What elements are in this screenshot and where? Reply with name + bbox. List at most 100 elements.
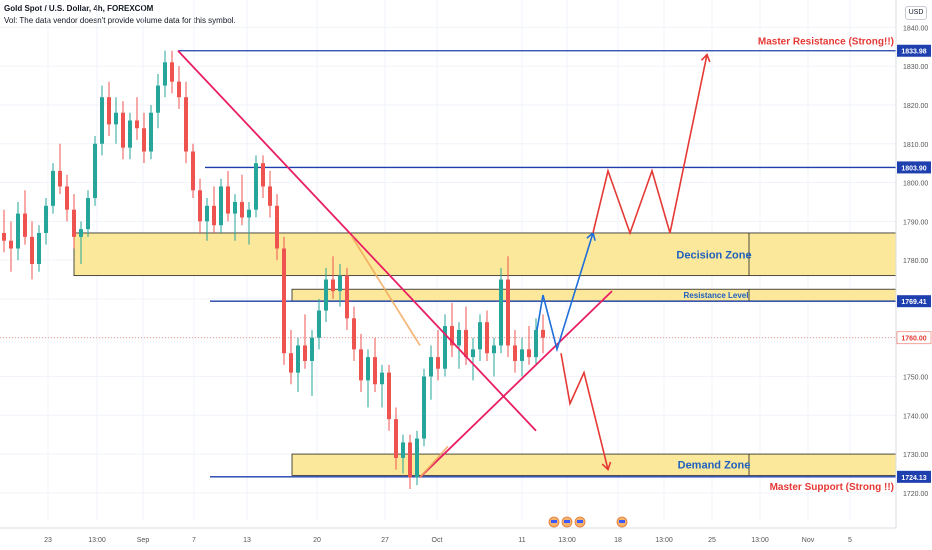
candle-body <box>9 240 13 249</box>
candle-body <box>142 128 146 152</box>
event-flag-stripe <box>564 520 570 523</box>
x-tick-label: 5 <box>848 537 852 544</box>
candle-body <box>240 201 244 218</box>
candle-body <box>44 205 48 233</box>
candles-layer <box>2 50 545 489</box>
y-tick-label: 1750.00 <box>903 374 928 381</box>
blue-projection-path <box>536 232 594 353</box>
candle-body <box>352 318 356 350</box>
x-tick-label: 18 <box>614 537 622 544</box>
blue-arrowhead <box>586 231 596 241</box>
candle-body <box>114 112 118 125</box>
candle-body <box>289 353 293 373</box>
candle-body <box>422 376 426 439</box>
candle-body <box>233 201 237 214</box>
y-tick-label: 1740.00 <box>903 413 928 420</box>
price-label-bg <box>896 331 932 345</box>
candle-body <box>478 322 482 350</box>
decision-zone-box <box>73 232 897 277</box>
candle-body <box>401 442 405 458</box>
currency-badge[interactable]: USD <box>905 6 927 20</box>
y-tick-label: 1830.00 <box>903 64 928 71</box>
candle-body <box>471 349 475 358</box>
demand-zone-label: Demand Zone <box>678 460 751 472</box>
candle-body <box>541 329 545 338</box>
x-tick-label: Oct <box>432 537 443 544</box>
candle-body <box>170 62 174 82</box>
candle-body <box>359 349 363 381</box>
candle-body <box>191 151 195 191</box>
y-tick-label: 1780.00 <box>903 258 928 265</box>
candle-body <box>282 248 286 354</box>
candle-body <box>198 190 202 222</box>
red-bear-projection-path <box>560 353 609 470</box>
candle-body <box>492 345 496 354</box>
decision-zone-label: Decision Zone <box>676 249 751 261</box>
candle-body <box>58 170 62 187</box>
drawings-layer <box>177 50 711 478</box>
x-tick-label: 13 <box>243 537 251 544</box>
candle-body <box>464 329 468 358</box>
ascending-trendline <box>419 290 613 478</box>
candle-body <box>16 213 20 249</box>
x-tick-label: 27 <box>381 537 389 544</box>
y-tick-label: 1720.00 <box>903 491 928 498</box>
candle-body <box>338 275 342 292</box>
price-label: 1760.00 <box>901 336 926 343</box>
candle-body <box>156 85 160 113</box>
candle-body <box>51 170 55 206</box>
y-tick-label: 1820.00 <box>903 103 928 110</box>
price-label: 1769.41 <box>901 299 926 306</box>
candle-body <box>128 120 132 148</box>
candle-body <box>450 326 454 346</box>
master-support-annotation: Master Support (Strong !!) <box>770 482 894 493</box>
candle-body <box>485 322 489 354</box>
y-tick-label: 1730.00 <box>903 452 928 459</box>
x-tick-label: 13:00 <box>751 537 769 544</box>
candle-body <box>261 163 265 187</box>
candle-body <box>303 345 307 361</box>
candle-body <box>534 329 538 358</box>
event-flag-stripe <box>619 520 625 523</box>
y-tick-label: 1800.00 <box>903 181 928 188</box>
candle-body <box>226 186 230 214</box>
candle-body <box>499 279 503 346</box>
event-flag-stripe <box>577 520 583 523</box>
x-tick-label: Sep <box>137 537 150 544</box>
candle-body <box>30 236 34 264</box>
y-tick-label: 1840.00 <box>903 25 928 32</box>
candle-body <box>443 326 447 369</box>
candle-body <box>23 213 27 237</box>
x-tick-label: 13:00 <box>88 537 106 544</box>
x-tick-label: 23 <box>44 537 52 544</box>
candle-body <box>429 357 433 377</box>
red-bull-projection-path <box>592 54 708 236</box>
candle-body <box>317 310 321 338</box>
price-label: 1803.90 <box>901 165 926 172</box>
resistance-zone-box <box>291 288 897 302</box>
x-tick-label: 13:00 <box>655 537 673 544</box>
candle-body <box>37 232 41 264</box>
y-tick-label: 1790.00 <box>903 219 928 226</box>
candle-body <box>149 112 153 152</box>
candle-body <box>345 275 349 319</box>
candle-body <box>366 357 370 381</box>
candle-body <box>72 209 76 237</box>
y-tick-label: 1810.00 <box>903 142 928 149</box>
candle-body <box>86 198 90 230</box>
candle-body <box>247 209 251 218</box>
red-bull-arrowhead <box>700 53 711 63</box>
x-tick-label: 13:00 <box>558 537 576 544</box>
event-flag-stripe <box>551 520 557 523</box>
price-label-bg <box>897 470 931 483</box>
candle-body <box>177 81 181 98</box>
candle-body <box>275 205 279 249</box>
candle-body <box>380 372 384 385</box>
resistance-zone-label: Resistance Level <box>684 291 749 300</box>
labels-layer: Decision Zone Resistance Level Demand Zone… <box>676 37 894 493</box>
candle-body <box>436 357 440 369</box>
candle-body <box>254 163 258 210</box>
candle-body <box>506 279 510 346</box>
